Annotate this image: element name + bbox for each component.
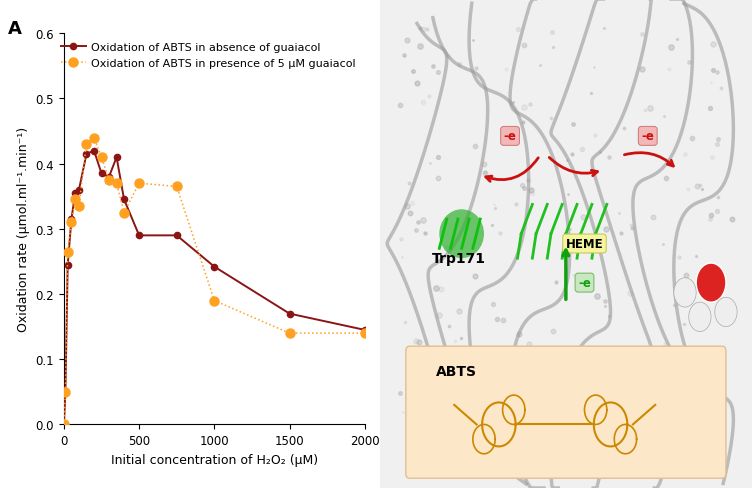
Circle shape — [696, 264, 726, 303]
Text: -e: -e — [504, 130, 517, 143]
Text: A: A — [8, 20, 21, 38]
X-axis label: Initial concentration of H₂O₂ (μM): Initial concentration of H₂O₂ (μM) — [111, 453, 318, 466]
Circle shape — [674, 278, 696, 307]
Legend: Oxidation of ABTS in absence of guaiacol, Oxidation of ABTS in presence of 5 μM : Oxidation of ABTS in absence of guaiacol… — [58, 40, 359, 72]
Circle shape — [689, 303, 711, 332]
Text: HEME: HEME — [566, 238, 603, 250]
FancyBboxPatch shape — [380, 0, 752, 488]
Text: ABTS: ABTS — [435, 364, 477, 378]
FancyBboxPatch shape — [406, 346, 726, 478]
Text: -e: -e — [641, 130, 654, 143]
Ellipse shape — [439, 210, 484, 259]
Text: -e: -e — [578, 277, 591, 289]
Circle shape — [714, 298, 737, 327]
Y-axis label: Oxidation rate (μmol.ml⁻¹.min⁻¹): Oxidation rate (μmol.ml⁻¹.min⁻¹) — [17, 127, 30, 332]
Text: Trp171: Trp171 — [432, 252, 486, 265]
